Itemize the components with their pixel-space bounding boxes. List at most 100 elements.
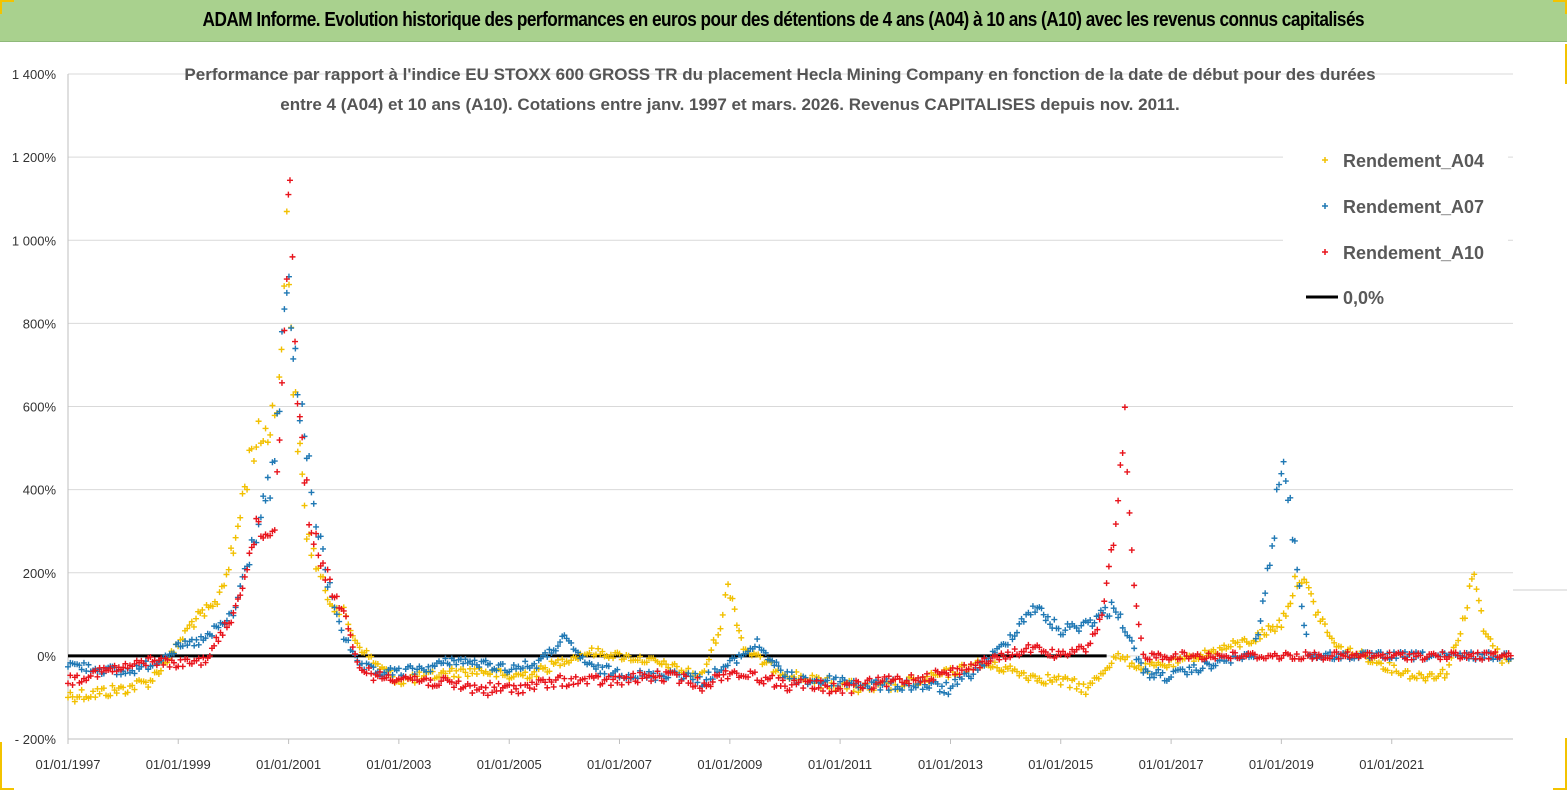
data-point	[237, 592, 244, 599]
data-point	[775, 674, 782, 681]
data-point	[260, 534, 267, 541]
data-point	[636, 653, 643, 660]
data-point	[487, 660, 494, 667]
frame-corner-bottom-left	[0, 776, 14, 790]
data-point	[1418, 671, 1425, 678]
data-point	[1262, 590, 1269, 597]
data-point	[519, 672, 526, 679]
data-point	[1110, 542, 1117, 549]
data-point	[482, 657, 489, 664]
data-point	[255, 418, 262, 425]
frame-corner-top-left	[0, 0, 14, 14]
data-point	[699, 687, 706, 694]
data-point	[320, 545, 327, 552]
data-point	[915, 674, 922, 681]
data-point	[519, 689, 526, 696]
data-point	[246, 561, 253, 568]
data-point	[111, 662, 118, 669]
data-point	[499, 660, 506, 667]
data-point	[1014, 668, 1020, 675]
data-point	[570, 681, 577, 688]
data-point	[1264, 565, 1271, 572]
data-point	[292, 345, 299, 352]
data-point	[324, 596, 331, 603]
data-point	[1016, 620, 1023, 627]
data-point	[595, 645, 602, 652]
data-point	[733, 659, 740, 666]
data-point	[376, 668, 383, 675]
data-point	[1271, 628, 1278, 635]
data-point	[92, 667, 99, 674]
data-point	[1047, 652, 1054, 659]
data-point	[718, 667, 725, 674]
data-point	[665, 664, 672, 671]
data-point	[1000, 668, 1007, 675]
data-point	[687, 680, 694, 687]
data-point	[1007, 663, 1014, 670]
data-point	[213, 634, 220, 641]
data-point	[736, 627, 743, 634]
data-point	[198, 662, 205, 669]
data-point	[513, 685, 520, 692]
legend-marker	[1322, 249, 1328, 255]
data-point	[1092, 630, 1099, 637]
data-point	[1291, 573, 1298, 580]
data-point	[1241, 635, 1248, 642]
data-point	[1042, 617, 1049, 624]
data-point	[480, 689, 487, 696]
data-point	[717, 625, 724, 632]
data-point	[223, 571, 230, 578]
data-point	[244, 486, 251, 493]
data-point	[411, 673, 418, 680]
y-tick-label: 400%	[23, 483, 57, 498]
data-point	[614, 666, 621, 673]
data-point	[952, 676, 959, 683]
data-point	[296, 413, 303, 420]
data-point	[824, 677, 831, 684]
data-point	[1089, 623, 1096, 630]
data-point	[989, 663, 996, 670]
data-point	[788, 669, 795, 676]
y-tick-label: 800%	[23, 316, 57, 331]
data-point	[395, 665, 402, 672]
data-point	[1078, 689, 1085, 696]
data-point	[65, 663, 71, 670]
data-point	[1131, 582, 1138, 589]
data-point	[491, 684, 498, 691]
data-point	[250, 458, 257, 465]
data-point	[1287, 600, 1294, 607]
data-point	[303, 536, 310, 543]
data-point	[1461, 615, 1468, 622]
data-point	[809, 672, 816, 679]
data-point	[385, 672, 392, 679]
data-point	[715, 631, 722, 638]
data-point	[708, 647, 715, 654]
data-point	[1251, 651, 1258, 658]
data-point	[1040, 611, 1047, 618]
data-point	[1064, 675, 1071, 682]
data-point	[1096, 616, 1103, 623]
data-point	[1066, 651, 1073, 658]
data-point	[283, 208, 290, 215]
data-point	[1106, 664, 1113, 671]
data-point	[1269, 542, 1276, 549]
data-point	[255, 518, 262, 525]
data-point	[1483, 649, 1490, 656]
data-point	[1206, 661, 1213, 668]
data-point	[1252, 635, 1259, 642]
data-point	[186, 622, 193, 629]
legend-label: 0,0%	[1343, 288, 1384, 308]
data-point	[131, 686, 138, 693]
data-point	[1025, 641, 1032, 648]
data-point	[965, 665, 972, 672]
data-point	[232, 602, 239, 609]
data-point	[839, 690, 846, 697]
chart-title-line-1: Performance par rapport à l'indice EU ST…	[184, 65, 1375, 84]
data-point	[67, 672, 74, 679]
data-point	[179, 663, 186, 670]
data-point	[859, 685, 866, 692]
data-point	[645, 672, 652, 679]
data-point	[1212, 655, 1219, 662]
data-point	[956, 671, 963, 678]
data-point	[1036, 675, 1043, 682]
